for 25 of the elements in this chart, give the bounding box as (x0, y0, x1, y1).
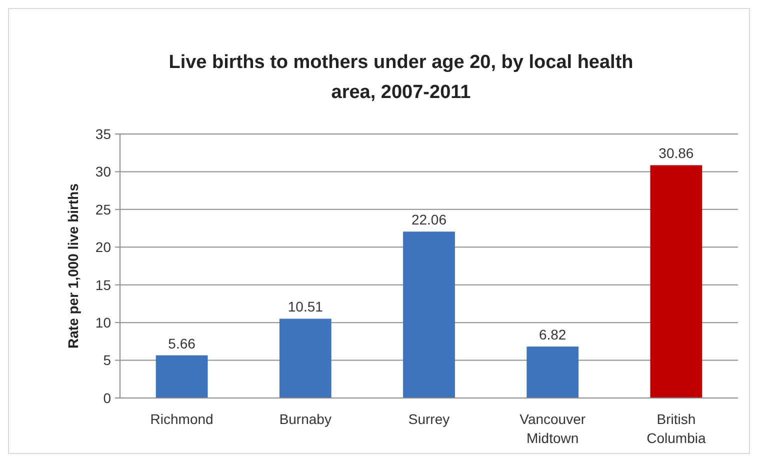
bar (279, 318, 332, 398)
data-label: 6.82 (538, 326, 566, 343)
data-label: 10.51 (288, 298, 324, 315)
y-tick-label: 5 (103, 352, 112, 368)
y-tick-label: 25 (95, 201, 112, 218)
chart-title: Live births to mothers under age 20, by local health area, 2007-2011 (168, 52, 634, 103)
data-label: 5.66 (168, 335, 196, 352)
x-tick-label: Richmond (150, 411, 214, 427)
y-tick-label: 10 (95, 314, 112, 330)
y-tick-label: 20 (95, 239, 112, 256)
y-tick-label: 15 (95, 276, 112, 293)
x-tick-label: British Columbia (646, 411, 706, 446)
x-tick-label: Surrey (408, 411, 450, 427)
y-tick-label: 0 (103, 390, 112, 406)
bar (526, 346, 579, 398)
bar (403, 232, 455, 398)
data-label: 30.86 (658, 145, 694, 162)
data-label: 22.06 (411, 212, 447, 228)
y-tick-label: 30 (95, 164, 112, 180)
y-axis-title: Rate per 1,000 live births (65, 183, 81, 348)
bar (156, 355, 208, 398)
x-tick-label: Vancouver Midtown (520, 411, 586, 446)
bar (650, 165, 702, 398)
x-tick-label: Burnaby (279, 411, 332, 427)
y-tick-label: 35 (95, 126, 112, 142)
